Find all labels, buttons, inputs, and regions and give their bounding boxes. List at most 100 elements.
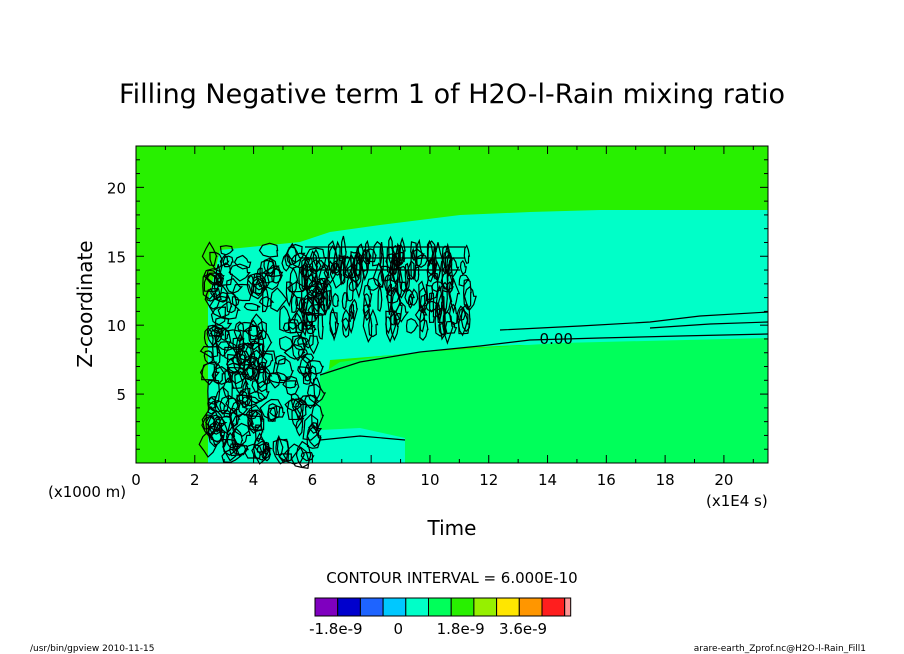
- contour-streak: [361, 249, 372, 265]
- colorbar: [314, 597, 572, 617]
- contour-streak: [436, 293, 446, 323]
- x-tick-label: 12: [479, 471, 498, 489]
- contour-blob: [248, 404, 265, 432]
- x-axis: 0 2 4 6 8 10 12 14 16 18 20: [131, 146, 754, 489]
- contour-blob: [297, 336, 310, 345]
- contour-blob: [267, 407, 277, 422]
- contour-streak: [317, 278, 329, 295]
- x-tick-label: 16: [597, 471, 616, 489]
- contour-blob: [261, 350, 277, 375]
- contour-streak: [433, 242, 444, 282]
- contour-blob: [206, 324, 223, 347]
- contour-blob: [234, 370, 249, 397]
- contour-line-band: [499, 311, 769, 331]
- contour-blob: [268, 373, 283, 389]
- contour-blob: [223, 346, 238, 361]
- contour-blob: [214, 291, 230, 303]
- contour-blob: [213, 272, 223, 300]
- contour-streak: [315, 292, 326, 305]
- contour-streak: [338, 254, 347, 286]
- contour-blob: [285, 281, 294, 308]
- colorbar-tick-label: 1.8e-9: [437, 620, 485, 638]
- contour-streak: [386, 283, 393, 315]
- contour-blob: [311, 403, 325, 432]
- contour-blob: [306, 421, 322, 449]
- contour-blob: [275, 357, 295, 382]
- contour-streak: [362, 308, 373, 343]
- contour-streak: [356, 243, 365, 268]
- contour-blob: [286, 398, 304, 421]
- contour-streak: [405, 318, 419, 334]
- x-tick-label: 10: [420, 471, 439, 489]
- contour-streak: [385, 310, 398, 343]
- contour-blob: [210, 306, 227, 326]
- contour-interval-text: CONTOUR INTERVAL = 6.000E-10: [326, 569, 577, 587]
- contour-streak: [365, 248, 377, 263]
- contour-streak: [303, 297, 314, 331]
- y-unit-label: (x1000 m): [48, 483, 126, 501]
- contour-streak: [434, 307, 446, 337]
- colorbar-tick-label: 3.6e-9: [499, 620, 547, 638]
- contour-blob: [290, 392, 301, 408]
- contour-streak: [439, 304, 446, 341]
- contour-blob: [306, 383, 327, 405]
- contour-blob: [298, 394, 317, 407]
- contour-blob: [198, 431, 219, 458]
- contour-blob: [261, 284, 270, 313]
- contour-blob: [263, 257, 280, 275]
- contour-streak: [419, 307, 426, 333]
- contour-blob: [215, 326, 232, 358]
- contour-streak: [459, 259, 467, 275]
- contour-blob: [235, 332, 246, 359]
- contour-streak: [413, 266, 420, 283]
- x-tick-label: 0: [131, 471, 141, 489]
- colorbar-tick-labels: -1.8e-9 0 1.8e-9 3.6e-9: [309, 620, 547, 638]
- contour-blob: [231, 428, 244, 452]
- contour-blob: [241, 395, 263, 407]
- contour-blob: [290, 446, 311, 469]
- colorbar-cell: [314, 597, 339, 617]
- contour-streak: [328, 311, 340, 342]
- zero-contour-line: [319, 333, 769, 376]
- contour-blob: [293, 306, 306, 338]
- contour-blob: [259, 259, 276, 284]
- contour-blob: [201, 405, 220, 430]
- contour-blob: [206, 272, 225, 286]
- contour-blob: [295, 418, 304, 437]
- bottom-cyan-strip: [320, 428, 405, 463]
- contour-blob: [256, 443, 274, 453]
- contour-blob: [295, 440, 312, 469]
- contour-blob: [266, 371, 290, 384]
- contour-blob: [243, 443, 263, 459]
- mid-green-region: [320, 338, 768, 463]
- contour-blob: [209, 251, 224, 270]
- contour-blob: [281, 253, 292, 272]
- x-tick-label: 2: [190, 471, 200, 489]
- contour-streak: [462, 279, 472, 311]
- colorbar-cell: [496, 597, 520, 617]
- contour-streak: [298, 297, 306, 314]
- contour-streak: [363, 284, 373, 309]
- contour-blob: [279, 305, 291, 332]
- x-tick-label: 6: [308, 471, 318, 489]
- contour-blob: [219, 245, 235, 256]
- colorbar-tick-label: 0: [393, 620, 403, 638]
- contour-streak: [395, 301, 410, 323]
- contour-blob: [252, 272, 271, 295]
- contour-blob: [274, 354, 286, 365]
- contour-blob: [231, 413, 255, 437]
- contour-streak: [418, 280, 428, 309]
- contour-blob: [253, 437, 267, 456]
- contour-blob: [307, 303, 327, 316]
- contour-blob: [298, 355, 312, 380]
- colorbar-cell: [405, 597, 429, 617]
- contour-blob: [236, 394, 253, 416]
- contour-blob: [304, 362, 312, 382]
- contour-blob: [237, 342, 255, 361]
- contour-blob: [307, 335, 320, 355]
- contour-blob: [287, 311, 304, 334]
- contour-blob: [302, 413, 323, 441]
- contour-blob: [243, 355, 261, 382]
- contour-streak: [386, 264, 398, 297]
- contour-streak: [348, 303, 355, 320]
